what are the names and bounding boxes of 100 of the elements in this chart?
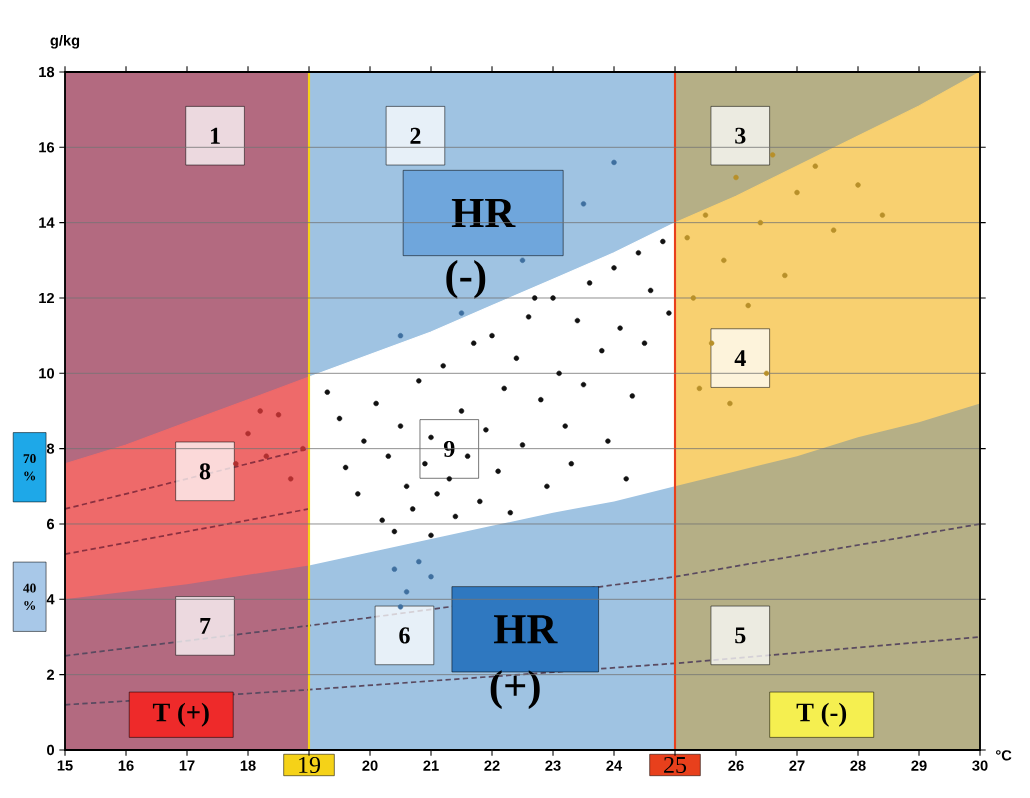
- y-tick-label: 0: [47, 744, 54, 756]
- x-tick-label: 18: [240, 760, 256, 771]
- annotation: (+): [490, 670, 540, 709]
- point: [361, 438, 367, 444]
- point: [544, 483, 550, 489]
- annotation: 2: [410, 127, 421, 144]
- point: [507, 510, 513, 516]
- point: [647, 287, 654, 294]
- x-tick-label: 28: [850, 760, 866, 771]
- point: [763, 370, 770, 376]
- point: [586, 280, 593, 286]
- point: [245, 430, 251, 437]
- annotation: 5: [735, 627, 746, 644]
- annotation: HR: [451, 199, 516, 227]
- point: [275, 412, 282, 418]
- point: [550, 295, 556, 301]
- text: 70 %: [23, 454, 36, 481]
- annotation: 6: [399, 627, 410, 644]
- text: 40 %: [23, 583, 36, 610]
- point: [568, 461, 574, 467]
- point: [257, 408, 263, 414]
- ref-line-label: 19: [299, 756, 321, 774]
- point: [794, 189, 800, 196]
- x-tick-label: 30: [972, 760, 988, 771]
- annotation: HR: [493, 615, 558, 644]
- point: [477, 498, 483, 505]
- point: [263, 453, 269, 459]
- point: [629, 393, 635, 399]
- ref-line-label: 25: [664, 756, 687, 774]
- point: [635, 250, 642, 256]
- point: [660, 238, 666, 245]
- point: [574, 317, 581, 324]
- point: [397, 332, 404, 339]
- y-tick-label: 18: [39, 66, 55, 78]
- point: [757, 219, 764, 226]
- x-tick-label: 20: [362, 760, 378, 771]
- point: [452, 513, 459, 520]
- point: [538, 397, 544, 403]
- y-axis-title: g/kg: [50, 34, 80, 49]
- point: [300, 445, 306, 452]
- point: [580, 201, 587, 207]
- point: [556, 370, 562, 376]
- x-tick-label: 21: [423, 760, 439, 771]
- point: [599, 348, 605, 354]
- point: [532, 295, 538, 301]
- x-tick-label: 27: [789, 760, 805, 771]
- y-tick-label: 10: [39, 368, 54, 379]
- point: [397, 423, 404, 429]
- annotation: T (+): [152, 702, 209, 727]
- point: [428, 574, 434, 580]
- point: [495, 468, 501, 474]
- point: [324, 389, 330, 395]
- annotation: T (-): [796, 702, 847, 727]
- point: [336, 415, 343, 422]
- annotation: (-): [446, 260, 486, 299]
- point: [782, 272, 788, 279]
- point: [403, 483, 410, 489]
- point: [519, 442, 526, 448]
- point: [727, 400, 733, 407]
- point: [879, 212, 886, 218]
- annotation: 8: [199, 463, 211, 480]
- point: [385, 453, 391, 459]
- point: [397, 604, 404, 610]
- point: [562, 423, 568, 429]
- point: [611, 265, 617, 271]
- point: [233, 461, 239, 467]
- point: [666, 310, 672, 316]
- y-tick-label: 12: [39, 292, 55, 304]
- point: [623, 476, 629, 482]
- x-tick-label: 15: [57, 760, 73, 771]
- annotation: 4: [734, 350, 746, 366]
- point: [416, 558, 422, 565]
- point: [342, 464, 349, 471]
- point: [513, 355, 520, 361]
- y-tick-label: 14: [39, 217, 55, 228]
- point: [391, 528, 398, 535]
- point: [525, 314, 532, 320]
- point: [355, 491, 361, 497]
- point: [519, 257, 526, 263]
- point: [416, 378, 422, 384]
- x-axis-title: °C: [996, 750, 1012, 761]
- y-tick-label: 6: [47, 518, 55, 530]
- annotation: 1: [210, 127, 220, 144]
- point: [745, 302, 751, 309]
- x-tick-label: 17: [179, 760, 195, 771]
- annotation: 3: [735, 127, 746, 144]
- annotation: 9: [443, 440, 455, 458]
- y-tick-label: 16: [39, 142, 55, 153]
- point: [733, 174, 739, 181]
- annotation: 7: [200, 618, 211, 634]
- point: [373, 400, 379, 407]
- point: [580, 381, 587, 388]
- x-tick-label: 24: [606, 760, 623, 771]
- point: [428, 532, 434, 538]
- y-tick-label: 4: [46, 594, 55, 605]
- point: [379, 517, 385, 523]
- point: [708, 340, 715, 346]
- point: [696, 385, 703, 392]
- point: [464, 453, 471, 459]
- point: [855, 182, 861, 188]
